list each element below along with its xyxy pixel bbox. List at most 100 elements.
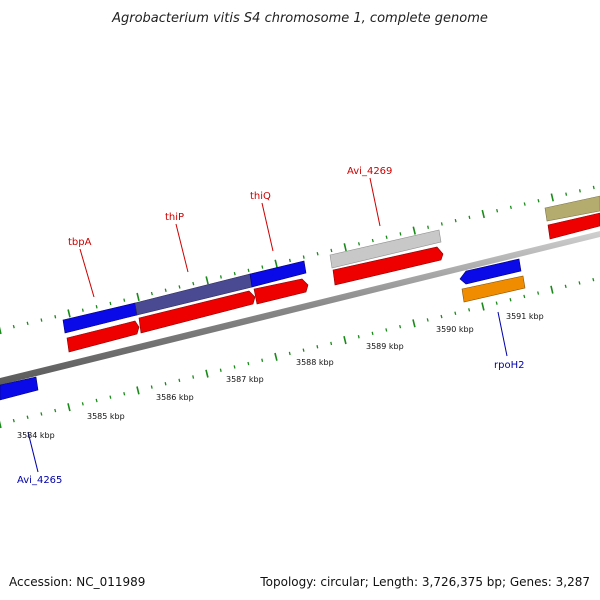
gene-labels: tbpA thiP thiQ Avi_4269 rpoH2 Avi_4265: [17, 166, 524, 486]
tick-mark: [454, 311, 457, 315]
scale-label: 3587 kbp: [226, 375, 264, 384]
scale-labels: 3584 kbp 3585 kbp 3586 kbp 3587 kbp 3588…: [17, 312, 544, 440]
tick-mark: [205, 369, 209, 378]
tick-mark: [54, 315, 57, 319]
tick-mark: [468, 308, 471, 312]
tick-mark: [192, 281, 195, 286]
scale-label: 3584 kbp: [17, 431, 55, 440]
feature-olive-outer: [544, 195, 600, 222]
reverse-feature-track: [0, 258, 526, 401]
gene-label-Avi-4269: Avi_4269: [347, 166, 392, 177]
tick-mark: [496, 208, 499, 213]
tick-mark: [205, 276, 209, 285]
tick-mark: [164, 382, 167, 386]
gene-label-rpoH2: rpoH2: [494, 360, 524, 371]
tick-mark: [40, 412, 43, 416]
scale-label: 3591 kbp: [506, 312, 544, 321]
tick-mark: [481, 209, 485, 219]
tick-mark: [0, 326, 2, 335]
tick-mark: [523, 202, 526, 206]
tick-mark: [564, 284, 567, 289]
tick-mark: [343, 336, 347, 345]
tick-mark: [136, 386, 140, 395]
genome-summary-text: Topology: circular; Length: 3,726,375 bp…: [259, 575, 590, 589]
cds-forward-track: [66, 212, 600, 353]
tick-mark: [178, 285, 181, 289]
tick-mark: [81, 308, 84, 312]
feature-rpoH2-orange: [461, 275, 526, 303]
tick-mark: [81, 402, 84, 406]
tick-mark: [40, 318, 43, 322]
tick-mark: [385, 235, 388, 239]
tick-mark: [440, 222, 443, 226]
cds-thiP: [138, 290, 256, 334]
tick-mark: [537, 291, 540, 295]
cds-Avi-4269: [332, 246, 444, 286]
outer-tick-track: [0, 185, 595, 335]
tick-mark: [178, 378, 181, 383]
tick-mark: [316, 345, 319, 349]
tick-mark: [357, 335, 360, 339]
feature-rpoH2-blue: [459, 258, 522, 285]
tick-mark: [0, 420, 2, 429]
tick-mark: [357, 242, 361, 246]
tick-mark: [302, 255, 305, 259]
tick-mark: [123, 392, 126, 396]
tick-mark: [371, 238, 374, 243]
leader-rpoH2: [497, 311, 508, 357]
tick-mark: [261, 358, 264, 362]
tick-mark: [468, 215, 471, 220]
feature-Avi-4265-blue: [0, 376, 39, 401]
tick-mark: [399, 232, 402, 236]
tick-mark: [26, 415, 29, 419]
tick-mark: [233, 365, 236, 369]
tick-mark: [481, 302, 485, 311]
tick-mark: [288, 351, 291, 356]
tick-mark: [26, 321, 29, 326]
tick-mark: [592, 185, 595, 190]
tick-mark: [523, 294, 526, 299]
tick-mark: [565, 192, 568, 196]
tick-mark: [316, 252, 319, 256]
tick-mark: [136, 292, 140, 301]
tick-mark: [495, 301, 498, 305]
accession-text: Accession: NC_011989: [9, 575, 145, 589]
tick-mark: [302, 348, 305, 352]
cds-thiQ: [253, 278, 309, 305]
tick-mark: [412, 226, 416, 235]
tick-mark: [427, 225, 430, 229]
tick-mark: [509, 205, 512, 210]
tick-mark: [54, 408, 57, 413]
feature-Avi-4269-outer: [329, 229, 442, 269]
scale-label: 3585 kbp: [87, 412, 125, 421]
tick-mark: [550, 285, 554, 294]
tick-mark: [550, 193, 554, 202]
leader-Avi-4269: [369, 177, 381, 227]
gene-label-thiQ: thiQ: [250, 191, 271, 202]
tick-mark: [578, 189, 581, 193]
leader-thiP: [175, 223, 189, 273]
tick-mark: [261, 265, 264, 269]
inner-tick-track: [0, 277, 595, 429]
tick-mark: [164, 288, 167, 292]
scale-label: 3590 kbp: [436, 325, 474, 334]
tick-mark: [371, 331, 374, 336]
tick-mark: [247, 268, 250, 273]
tick-mark: [399, 324, 402, 329]
tick-mark: [385, 328, 388, 332]
tick-mark: [330, 341, 333, 346]
tick-mark: [440, 314, 443, 319]
tick-mark: [412, 319, 416, 328]
chromosome-backbone: [0, 231, 600, 385]
tick-mark: [109, 301, 112, 306]
tick-mark: [288, 258, 291, 263]
tick-mark: [343, 243, 347, 252]
tick-mark: [192, 375, 195, 379]
scale-label: 3588 kbp: [296, 358, 334, 367]
gene-label-tbpA: tbpA: [68, 237, 92, 248]
tick-mark: [109, 395, 112, 399]
leader-tbpA: [79, 248, 95, 298]
tick-mark: [12, 418, 15, 423]
scale-label: 3589 kbp: [366, 342, 404, 351]
